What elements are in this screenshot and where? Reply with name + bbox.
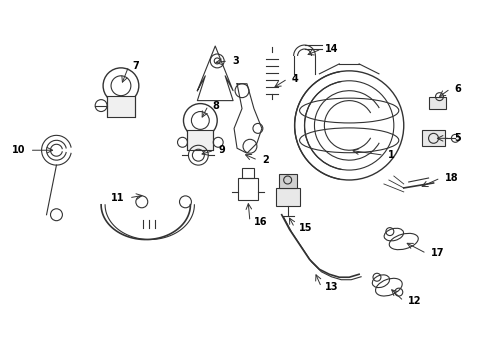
Text: 4: 4 <box>291 74 298 84</box>
Text: 18: 18 <box>444 173 457 183</box>
Bar <box>187 130 213 150</box>
Text: 14: 14 <box>325 44 338 54</box>
Bar <box>278 174 296 188</box>
Text: 9: 9 <box>218 145 224 155</box>
Bar <box>421 130 445 146</box>
Text: 1: 1 <box>387 150 394 160</box>
Text: 13: 13 <box>325 282 338 292</box>
Bar <box>275 188 299 206</box>
Bar <box>242 168 253 178</box>
Text: 6: 6 <box>453 84 460 94</box>
Text: 10: 10 <box>12 145 26 155</box>
Bar <box>238 178 257 200</box>
Bar <box>427 96 446 109</box>
Text: 17: 17 <box>429 248 443 258</box>
Text: 16: 16 <box>253 217 267 227</box>
Text: 11: 11 <box>111 193 124 203</box>
Text: 7: 7 <box>133 61 140 71</box>
Text: 2: 2 <box>262 155 268 165</box>
Text: 12: 12 <box>407 296 420 306</box>
Text: 5: 5 <box>453 133 460 143</box>
Text: 3: 3 <box>232 56 238 66</box>
Text: 8: 8 <box>212 100 219 111</box>
Text: 15: 15 <box>298 222 311 233</box>
Bar <box>107 96 135 117</box>
